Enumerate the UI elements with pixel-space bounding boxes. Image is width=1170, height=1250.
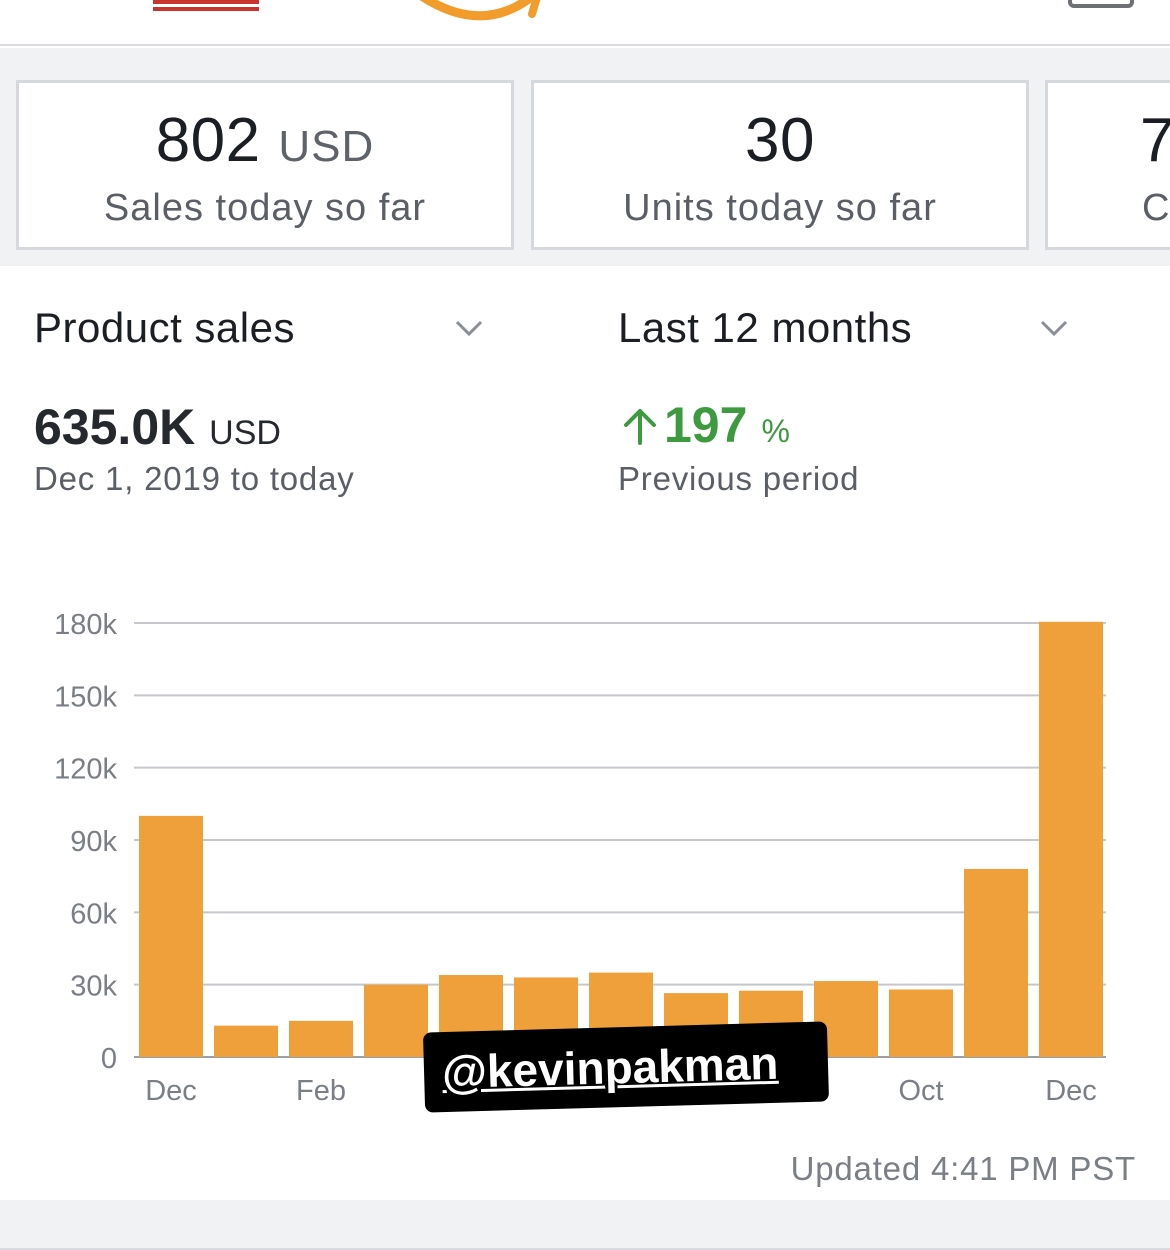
third-kpi-value: 7 <box>1140 106 1170 175</box>
bottom-band <box>0 1200 1170 1250</box>
total-sales-value: 635.0K USD <box>34 399 281 455</box>
watermark-label: @kevinpakman <box>422 1021 830 1113</box>
y-tick-label: 60k <box>70 898 117 930</box>
y-tick-label: 120k <box>54 754 117 786</box>
chevron-down-icon[interactable] <box>1039 318 1069 338</box>
y-tick-label: 180k <box>54 609 117 641</box>
top-bar <box>0 0 1170 46</box>
x-tick-label: Dec <box>1045 1075 1097 1107</box>
chevron-down-icon[interactable] <box>454 318 484 338</box>
x-tick-label: Feb <box>296 1075 346 1107</box>
sales-today-card[interactable]: 802 USD Sales today so far <box>16 80 514 250</box>
previous-period-label: Previous period <box>618 460 860 497</box>
date-range-label: Dec 1, 2019 to today <box>34 460 355 497</box>
bar-mar-3[interactable] <box>364 984 428 1057</box>
bar-dec-0[interactable] <box>139 815 203 1057</box>
menu-icon[interactable] <box>1068 0 1134 8</box>
bar-nov-11[interactable] <box>964 868 1028 1057</box>
x-tick-label: Oct <box>898 1075 943 1107</box>
y-tick-label: 0 <box>101 1043 117 1075</box>
x-tick-label: Dec <box>145 1075 197 1107</box>
units-today-label: Units today so far <box>623 187 937 229</box>
y-tick-label: 90k <box>70 826 117 858</box>
y-tick-label: 150k <box>54 681 117 713</box>
sales-today-value: 802 USD <box>155 106 375 175</box>
bar-jan-1[interactable] <box>214 1025 278 1057</box>
arrow-up-icon <box>624 409 656 445</box>
bar-oct-10[interactable] <box>889 989 953 1057</box>
third-kpi-label: C <box>1142 187 1170 229</box>
sales-today-label: Sales today so far <box>103 187 427 229</box>
us-flag-icon[interactable] <box>153 0 259 12</box>
y-tick-label: 30k <box>70 971 117 1003</box>
bar-dec-12[interactable] <box>1039 621 1103 1057</box>
units-today-value: 30 <box>745 106 815 175</box>
third-kpi-card[interactable]: 7 C <box>1045 80 1170 250</box>
amazon-smile-icon[interactable] <box>410 0 550 30</box>
period-dropdown[interactable]: Last 12 months <box>618 304 913 351</box>
updated-timestamp: Updated 4:41 PM PST <box>790 1150 1136 1187</box>
units-today-card[interactable]: 30 Units today so far <box>531 80 1029 250</box>
metric-dropdown[interactable]: Product sales <box>34 304 295 351</box>
product-sales-chart: 0 30k 60k 90k 120k 150k 180k Dec Feb Oct Dec <box>54 609 1106 1107</box>
bar-feb-2[interactable] <box>289 1020 353 1057</box>
change-percent: 197% <box>620 396 790 454</box>
kpi-cards: 802 USD Sales today so far 30 Units toda… <box>0 48 1170 266</box>
